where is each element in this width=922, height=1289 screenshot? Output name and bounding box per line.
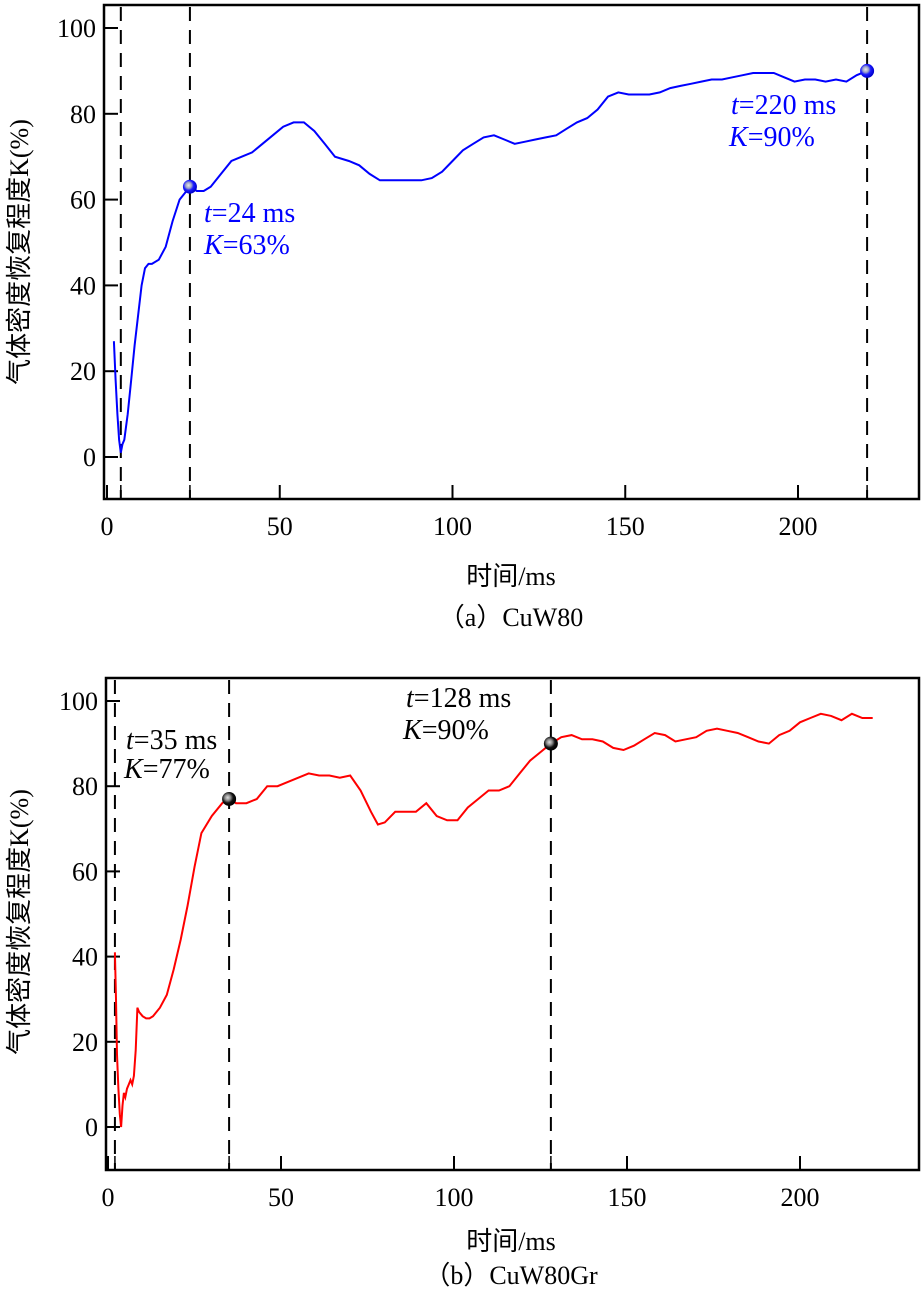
y-tick-label: 60 — [70, 186, 96, 215]
annotation-a2-t: t=220 ms — [731, 90, 836, 121]
annotation-a2-k: K=90% — [728, 122, 815, 153]
vertical-reference-lines-b — [113, 680, 552, 1170]
x-tick-label: 100 — [435, 1183, 474, 1212]
y-tick-label: 80 — [72, 772, 98, 801]
annotation-b1-t: t=35 ms — [126, 725, 217, 756]
y-tick-label: 100 — [59, 687, 98, 716]
y-tick-label: 40 — [72, 943, 98, 972]
y-tick-label: 20 — [70, 357, 96, 386]
x-tick-label: 200 — [779, 512, 818, 541]
x-tick-label: 200 — [781, 1183, 820, 1212]
data-line-cuw80 — [112, 69, 868, 453]
y-tick-label: 20 — [72, 1028, 98, 1057]
caption-b: （b）CuW80Gr — [424, 1261, 598, 1289]
x-tick-label: 50 — [268, 1183, 294, 1212]
annotation-a1-k: K=63% — [203, 230, 290, 261]
plot-area-b — [104, 676, 921, 1172]
x-tick-label: 100 — [433, 512, 472, 541]
y-tick-label: 80 — [70, 100, 96, 129]
data-line-cuw80gr — [113, 712, 873, 1128]
y-axis-title-b: 气体密度恢复程度K(%) — [5, 789, 34, 1055]
annotation-b1-k: K=77% — [123, 754, 210, 785]
highlight-point-marker — [222, 791, 237, 806]
y-tick-label: 60 — [72, 857, 98, 886]
plot-area-a — [102, 3, 921, 501]
axes-frame-a — [102, 3, 921, 501]
axes-frame-b — [104, 676, 921, 1172]
vertical-reference-lines-a — [119, 7, 869, 499]
y-axis-title-a: 气体密度恢复程度K(%) — [5, 119, 34, 385]
x-tick-label: 50 — [267, 512, 293, 541]
x-tick-label: 150 — [608, 1183, 647, 1212]
y-tick-label: 0 — [83, 443, 96, 472]
highlight-point-marker — [543, 736, 558, 751]
annotation-a1-t: t=24 ms — [204, 198, 295, 229]
y-axis-ticks-b: 0 20 40 60 80 100 — [59, 687, 120, 1142]
x-axis-ticks-a: 0 50 100 150 200 — [101, 485, 868, 541]
y-tick-label: 0 — [85, 1113, 98, 1142]
x-axis-ticks-b: 0 50 100 150 200 — [102, 1156, 820, 1212]
y-axis-ticks-a: 0 20 40 60 80 100 — [57, 14, 118, 472]
x-tick-label: 0 — [101, 512, 114, 541]
annotation-b2-t: t=128 ms — [406, 683, 511, 714]
highlight-point-marker — [182, 179, 197, 194]
x-tick-label: 0 — [102, 1183, 115, 1212]
x-axis-title-a: 时间/ms — [466, 562, 556, 591]
annotation-b2-k: K=90% — [402, 715, 489, 746]
data-markers-b — [222, 736, 558, 806]
highlight-point-marker — [860, 63, 875, 78]
data-markers-a — [182, 63, 875, 194]
y-tick-label: 40 — [70, 271, 96, 300]
x-axis-title-b: 时间/ms — [466, 1227, 556, 1256]
y-tick-label: 100 — [57, 14, 96, 43]
x-tick-label: 150 — [606, 512, 645, 541]
caption-a: （a）CuW80 — [439, 603, 583, 632]
